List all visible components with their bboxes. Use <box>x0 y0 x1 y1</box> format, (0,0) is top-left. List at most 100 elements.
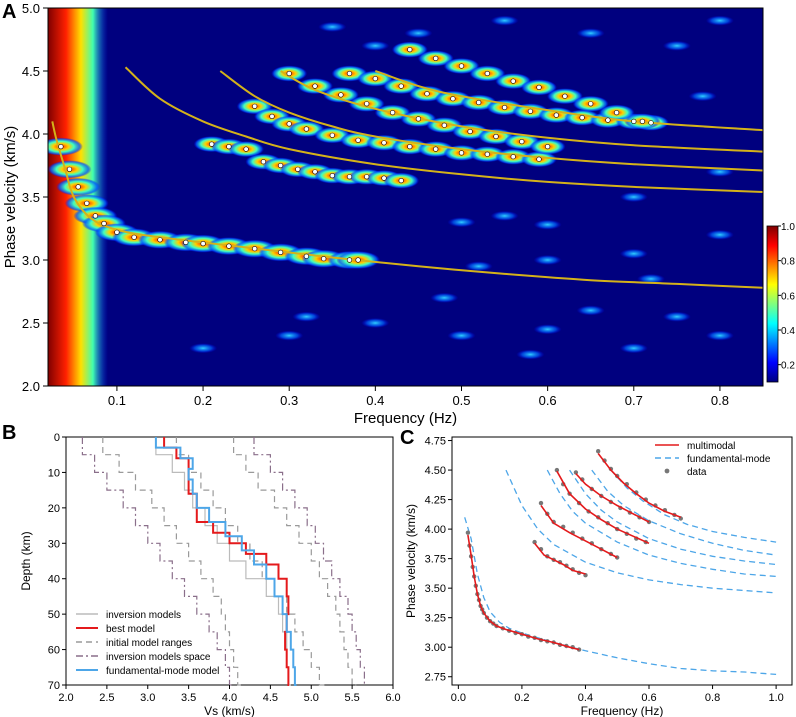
fundamental-mode-curve <box>569 469 777 566</box>
picked-dispersion-point <box>329 132 335 138</box>
legend-label-b: initial model ranges <box>106 638 192 649</box>
x-tick-label-c: 0.6 <box>641 692 656 704</box>
energy-speckle <box>318 21 347 32</box>
picked-dispersion-point <box>502 104 508 111</box>
picked-dispersion-point <box>458 150 465 156</box>
y-tick-label-a: 3.5 <box>22 190 40 205</box>
energy-speckle <box>447 217 476 228</box>
x-axis-label-c: Frequency (Hz) <box>581 704 664 717</box>
picked-dispersion-point <box>364 101 370 107</box>
picked-dispersion-point <box>433 146 439 152</box>
picked-dispersion-point <box>269 113 275 119</box>
legend-label-c: data <box>687 467 707 478</box>
velocity-profile-4 <box>154 437 297 686</box>
picked-dispersion-point <box>372 75 378 82</box>
energy-speckle <box>705 330 734 341</box>
y-tick-label-a: 2.0 <box>22 379 40 394</box>
x-tick-label-a: 0.7 <box>625 393 643 408</box>
multimodal-curve <box>556 470 650 545</box>
x-axis-label-b: Vs (km/s) <box>204 704 255 717</box>
theoretical-dispersion-curve <box>280 70 763 153</box>
energy-speckle <box>705 229 734 240</box>
energy-speckle <box>404 28 433 39</box>
picked-dispersion-point <box>433 55 439 62</box>
picked-dispersion-point <box>441 122 447 128</box>
picked-dispersion-point <box>648 120 654 126</box>
picked-dispersion-point <box>312 169 318 175</box>
x-tick-label-a: 0.1 <box>108 393 126 408</box>
y-tick-label-c: 4.50 <box>425 465 446 477</box>
picked-dispersion-point <box>286 121 292 127</box>
legend-label-b: best model <box>106 624 155 635</box>
y-tick-label-b: 0 <box>54 432 60 444</box>
picked-dispersion-point <box>407 46 413 53</box>
legend-label-b: fundamental-mode model <box>106 666 219 677</box>
picked-dispersion-point <box>605 117 611 123</box>
picked-dispersion-point <box>639 118 646 124</box>
energy-speckle <box>490 15 519 26</box>
x-tick-label-b: 5.5 <box>344 692 359 704</box>
x-tick-label-a: 0.3 <box>280 393 298 408</box>
observed-data-point <box>554 467 560 473</box>
picked-dispersion-point <box>381 175 387 181</box>
y-tick-label-b: 70 <box>48 680 60 692</box>
y-tick-label-c: 3.75 <box>425 554 446 566</box>
picked-dispersion-point <box>381 140 387 146</box>
observed-data-point <box>532 539 537 545</box>
y-tick-label-b: 30 <box>48 538 60 550</box>
x-tick-label-b: 4.5 <box>263 692 278 704</box>
fundamental-mode-curve <box>505 469 777 594</box>
picked-dispersion-point <box>458 63 465 69</box>
energy-speckle <box>688 91 717 102</box>
multimodal-curve <box>540 505 618 559</box>
energy-speckle <box>464 261 493 272</box>
x-tick-label-c: 0.8 <box>705 692 720 704</box>
picked-dispersion-point <box>346 174 353 180</box>
picked-dispersion-point <box>338 92 344 98</box>
multimodal-curve <box>467 534 580 651</box>
panel-letter-c: C <box>400 427 414 449</box>
picked-dispersion-point <box>157 237 163 243</box>
legend-c: multimodal fundamental-mode data <box>655 441 771 478</box>
picked-dispersion-point <box>588 101 594 107</box>
picked-dispersion-point <box>58 144 64 150</box>
picked-dispersion-point <box>631 118 637 124</box>
x-tick-label-b: 6.0 <box>385 692 400 704</box>
picked-dispersion-point <box>84 200 90 206</box>
picked-dispersion-point <box>303 126 310 132</box>
theoretical-dispersion-curve <box>219 70 763 172</box>
x-tick-label-c: 1.0 <box>768 692 783 704</box>
picked-dispersion-point <box>75 184 81 190</box>
velocity-profile-0 <box>155 437 291 686</box>
panel-letter-b: B <box>2 422 16 444</box>
colorbar-gradient <box>766 225 779 383</box>
observed-data-point <box>596 449 601 454</box>
model-range-line <box>253 437 365 685</box>
energy-speckle <box>189 343 218 354</box>
velocity-profile-panel: 2.0 2.5 3.0 3.5 4.0 4.5 5.0 5.5 6.0 0 10 20 30 40 50 60… <box>48 432 401 704</box>
colorbar: 0.2 0.4 0.6 0.8 1.0 <box>766 222 795 383</box>
dispersion-spectrum-panel: 0.1 0.2 0.3 0.4 0.5 0.6 0.7 0.8 2.0 2.5 3.0 3.5 4.0 4… <box>22 1 764 408</box>
picked-dispersion-point <box>346 257 353 263</box>
picked-dispersion-point <box>226 243 232 249</box>
y-tick-label-c: 3.00 <box>425 642 446 654</box>
x-tick-label-c: 0.0 <box>451 692 466 704</box>
picked-dispersion-point <box>398 83 404 89</box>
fundamental-mode-curve <box>610 469 777 543</box>
picked-dispersion-point <box>355 137 361 143</box>
energy-speckle <box>361 318 390 328</box>
theoretical-dispersion-curve <box>51 121 763 289</box>
y-tick-label-b: 20 <box>48 503 60 515</box>
fundamental-mode-curve <box>464 517 777 676</box>
x-tick-label-a: 0.6 <box>539 393 557 408</box>
y-tick-label-a: 3.0 <box>22 253 40 268</box>
energy-speckle <box>292 311 321 322</box>
picked-dispersion-point <box>200 241 206 247</box>
x-tick-label-a: 0.5 <box>452 393 470 408</box>
y-tick-label-a: 5.0 <box>22 1 40 16</box>
picked-dispersion-point <box>510 154 516 160</box>
model-range-line <box>233 437 357 686</box>
theoretical-dispersion-curve <box>124 66 763 193</box>
picked-dispersion-point <box>312 83 318 89</box>
y-tick-label-a: 4.0 <box>22 127 40 142</box>
